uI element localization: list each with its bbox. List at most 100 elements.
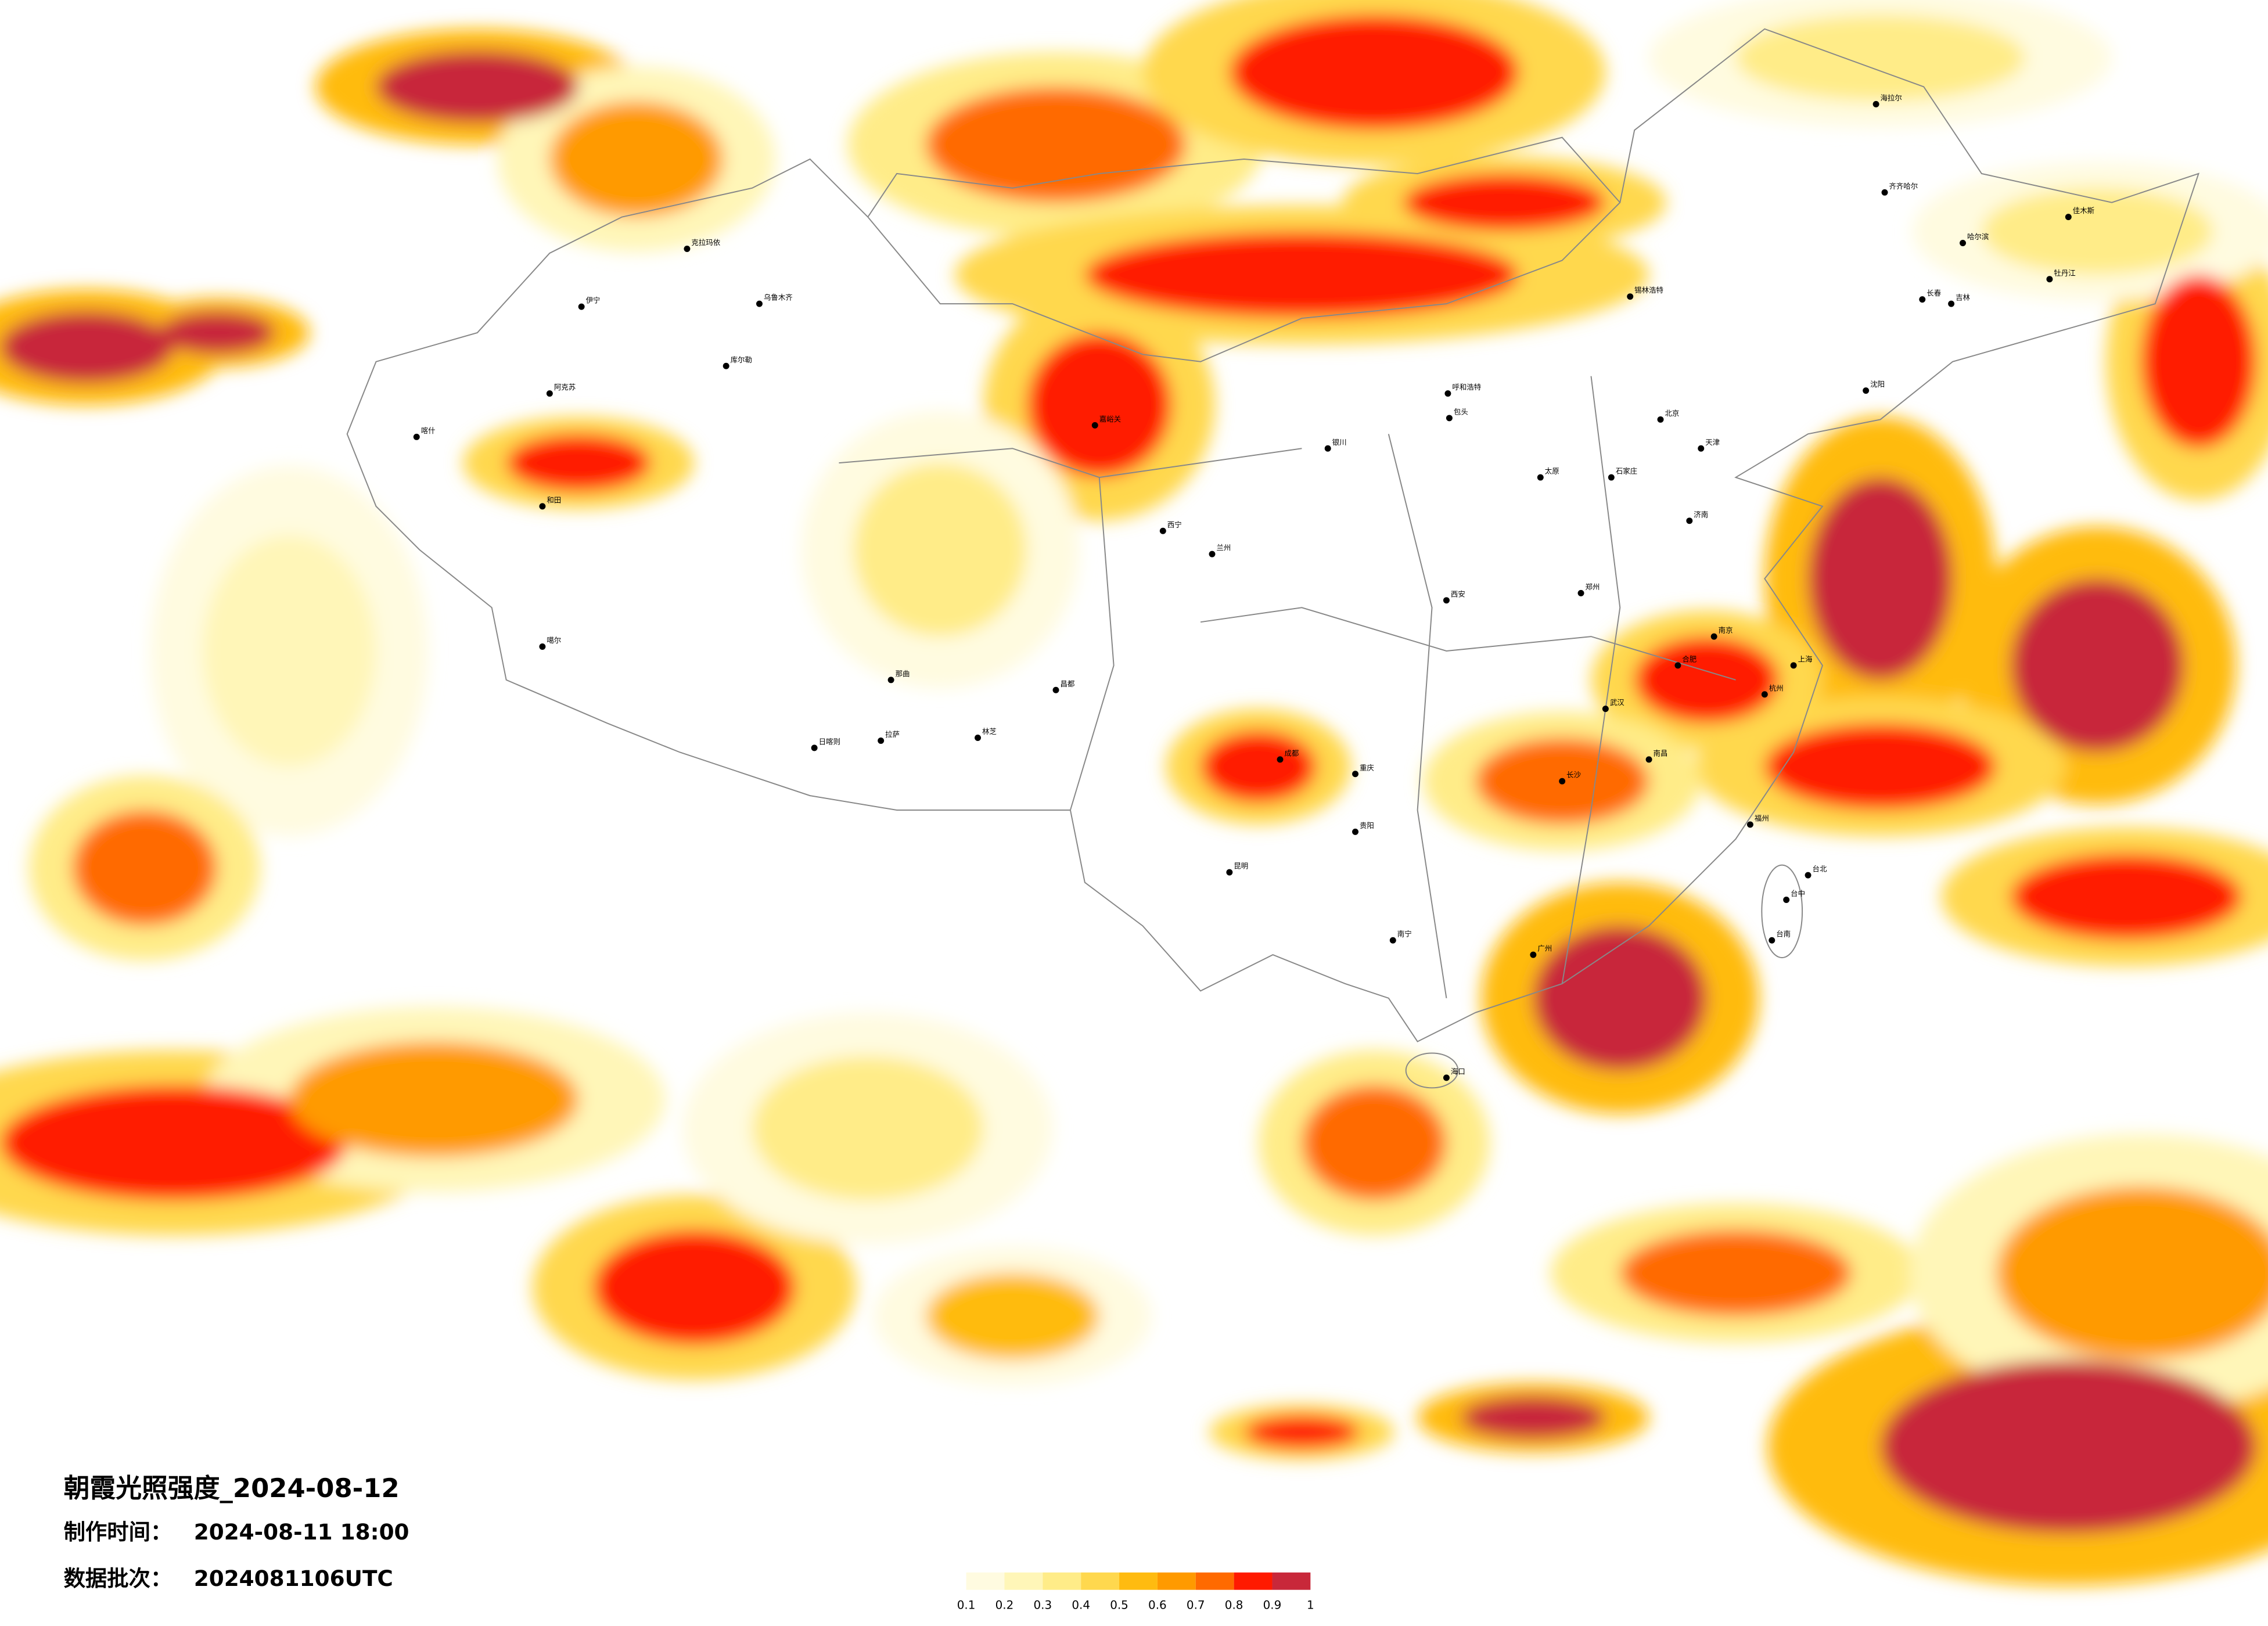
colorbar-tick-label: 0.1 <box>957 1599 976 1612</box>
city-label: 吉林 <box>1956 293 1970 302</box>
city-label: 嘉峪关 <box>1099 415 1121 423</box>
province-border <box>1069 477 1115 811</box>
city-dot <box>811 744 818 751</box>
heat-blob <box>2010 578 2184 753</box>
city-label: 西宁 <box>1167 520 1182 529</box>
city-dot <box>1783 896 1790 903</box>
city-dot <box>1602 706 1609 713</box>
city-dot <box>1608 474 1615 481</box>
city-dot <box>1698 445 1705 452</box>
city-dot <box>1919 296 1926 303</box>
heat-layer <box>0 0 2268 1586</box>
city-label: 喀什 <box>421 426 436 435</box>
city-label: 南京 <box>1719 626 1733 635</box>
city-label: 石家庄 <box>1616 467 1637 476</box>
city-label: 长春 <box>1926 289 1941 297</box>
city-label: 福州 <box>1755 814 1769 822</box>
city-dot <box>1577 589 1584 596</box>
city-dot <box>1443 1074 1450 1081</box>
heat-blob <box>1735 14 2025 102</box>
city-dot <box>723 362 729 369</box>
city-label: 南昌 <box>1654 749 1668 757</box>
city-label: 杭州 <box>1769 684 1784 692</box>
heat-blob <box>1403 173 1606 232</box>
city-label: 噶尔 <box>547 636 561 645</box>
city-label: 台中 <box>1791 889 1805 898</box>
city-label: 合肥 <box>1682 654 1696 663</box>
city-dot <box>1446 415 1453 422</box>
city-dot <box>756 300 763 307</box>
taiwan <box>1761 864 1803 959</box>
city-label: 那曲 <box>896 669 910 678</box>
mongolia-border <box>867 136 1621 218</box>
colorbar-tick-label: 0.4 <box>1072 1599 1090 1612</box>
city-dot <box>1761 691 1768 698</box>
heat-blob <box>0 311 174 384</box>
city-dot <box>1872 100 1879 107</box>
heat-blob <box>1201 731 1317 803</box>
province-border <box>1200 607 1736 681</box>
city-label: 拉萨 <box>885 730 900 739</box>
colorbar-tick-label: 0.3 <box>1033 1599 1052 1612</box>
heat-blob <box>1634 636 1780 724</box>
city-dot <box>1559 778 1566 785</box>
city-dot <box>1324 445 1331 452</box>
city-label: 林芝 <box>982 727 997 736</box>
city-dot <box>1790 662 1797 669</box>
batch-label: 数据批次： <box>64 1566 172 1591</box>
heat-blob <box>72 810 217 926</box>
city-dot <box>1627 293 1634 300</box>
city-dot <box>1674 662 1681 669</box>
heat-blob <box>1880 1359 2257 1534</box>
city-label: 长沙 <box>1566 771 1581 779</box>
heat-blob <box>853 463 1027 637</box>
heat-blob <box>752 1056 984 1201</box>
city-dot <box>578 303 585 310</box>
colorbar-segment <box>1043 1572 1081 1590</box>
heat-blob <box>925 1273 1099 1360</box>
heat-blob <box>549 101 724 217</box>
city-dot <box>1657 416 1664 423</box>
heat-blob <box>593 1229 796 1346</box>
city-dot <box>1530 951 1537 958</box>
city-dot <box>1686 517 1693 524</box>
heat-blob <box>925 87 1187 203</box>
heat-blob <box>1461 1395 1606 1440</box>
hainan <box>1405 1052 1459 1089</box>
city-dot <box>1209 551 1216 557</box>
colorbar-tick-label: 0.8 <box>1225 1599 1243 1612</box>
city-dot <box>539 643 546 650</box>
city-dot <box>684 245 691 252</box>
colorbar-segment <box>1081 1572 1120 1590</box>
city-label: 齐齐哈尔 <box>1889 182 1918 190</box>
heat-blob <box>1808 477 1953 680</box>
colorbar-tick-label: 0.9 <box>1263 1599 1282 1612</box>
city-dot <box>1746 821 1753 828</box>
heat-blob <box>202 535 376 767</box>
colorbar-segment <box>1234 1572 1273 1590</box>
city-dot <box>1352 828 1359 835</box>
city-label: 武汉 <box>1610 698 1624 707</box>
heat-blob <box>1996 1186 2268 1360</box>
city-label: 银川 <box>1332 438 1347 447</box>
colorbar-segment <box>1195 1572 1234 1590</box>
city-label: 日喀则 <box>819 737 840 746</box>
city-label: 贵阳 <box>1360 821 1374 830</box>
city-label: 重庆 <box>1360 763 1374 772</box>
city-label: 济南 <box>1694 510 1708 519</box>
heat-blob <box>506 434 651 492</box>
colorbar-tick-label: 0.7 <box>1187 1599 1205 1612</box>
city-dot <box>1710 633 1717 640</box>
city-label: 阿克苏 <box>554 383 576 391</box>
city-label: 呼和浩特 <box>1452 383 1481 391</box>
city-dot <box>1537 474 1544 481</box>
city-dot <box>1159 527 1166 534</box>
city-label: 沈阳 <box>1870 380 1885 388</box>
city-label: 库尔勒 <box>731 355 752 364</box>
colorbar-segment <box>1004 1572 1043 1590</box>
colorbar-tick-label: 0.6 <box>1148 1599 1167 1612</box>
heat-blob <box>376 51 579 123</box>
city-label: 乌鲁木齐 <box>764 293 793 302</box>
city-label: 郑州 <box>1586 582 1600 591</box>
